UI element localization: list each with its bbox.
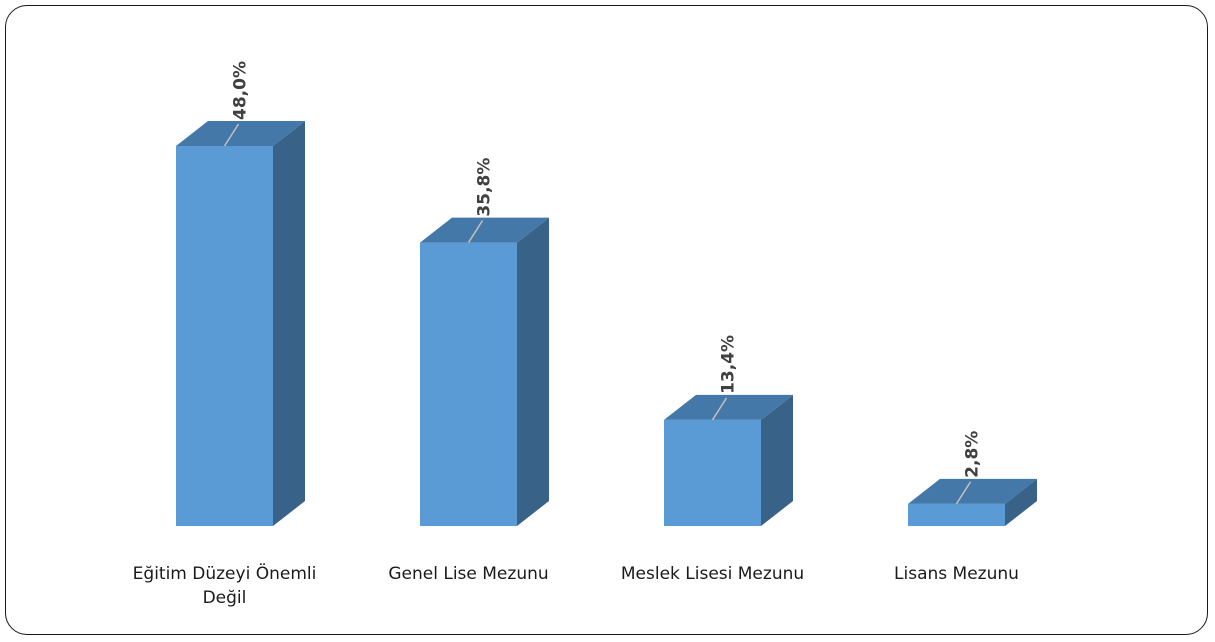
data-label: 13,4% — [719, 335, 739, 394]
leader-line — [711, 397, 728, 421]
bar — [908, 503, 1005, 526]
bar-side-face — [761, 394, 793, 526]
data-label: 2,8% — [963, 431, 983, 478]
bar-side-face — [1005, 478, 1037, 526]
bar-side-face — [517, 217, 549, 527]
bar-top-face — [420, 217, 549, 243]
bar-top-face — [176, 121, 305, 146]
bar — [176, 146, 273, 526]
bar-top-face — [664, 394, 793, 420]
bar — [664, 419, 761, 526]
category-label: Genel Lise Mezunu — [388, 564, 549, 584]
category-label: Eğitim Düzeyi Önemli Değil — [132, 564, 317, 608]
bar — [420, 242, 517, 527]
data-label: 35,8% — [475, 158, 495, 217]
leader-line — [467, 220, 484, 243]
bar-top-face — [908, 478, 1037, 504]
bar-side-face — [273, 121, 305, 526]
leader-line — [223, 123, 240, 147]
data-label: 48,0% — [231, 61, 251, 120]
category-label: Meslek Lisesi Mezunu — [620, 564, 805, 584]
leader-line — [955, 481, 972, 505]
category-label: Lisans Mezunu — [894, 564, 1019, 584]
